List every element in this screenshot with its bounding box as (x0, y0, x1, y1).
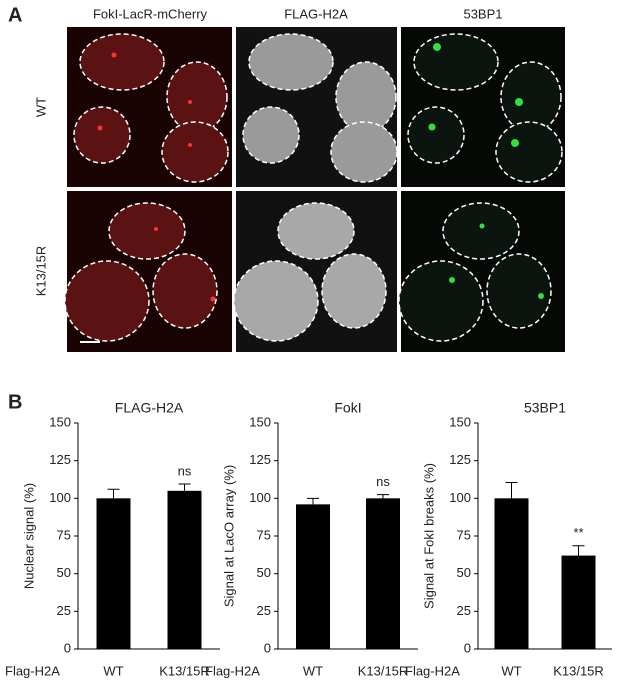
column-header: FokI-LacR-mCherry (93, 6, 208, 21)
x-axis-label: Flag-H2A (405, 663, 460, 678)
bar (366, 498, 400, 649)
chart-title: 53BP1 (524, 400, 566, 416)
x-tick-label: K13/15R (553, 663, 604, 678)
x-axis-label: Flag-H2A (5, 663, 60, 678)
y-tick-label: 25 (457, 603, 471, 618)
y-tick-label: 125 (49, 452, 71, 467)
x-tick-label: K13/15R (358, 663, 409, 678)
chart-title: FokI (334, 400, 361, 416)
error-bar (377, 494, 389, 499)
y-tick-label: 100 (249, 490, 271, 505)
y-tick-label: 50 (257, 565, 271, 580)
y-axis-label: Signal at LacO array (%) (221, 465, 236, 607)
y-tick-label: 125 (249, 452, 271, 467)
y-tick-label: 150 (249, 414, 271, 429)
row-label: WT (33, 97, 48, 117)
significance-label: ns (376, 474, 390, 489)
column-header: 53BP1 (463, 6, 502, 21)
error-bar (572, 545, 585, 556)
error-bar (505, 482, 518, 499)
y-tick-label: 100 (49, 490, 71, 505)
y-tick-label: 0 (464, 640, 471, 655)
y-tick-label: 150 (449, 414, 471, 429)
error-bar (178, 483, 191, 491)
bar (561, 555, 596, 649)
y-axis-label: Nuclear signal (%) (21, 483, 36, 589)
y-tick-label: 150 (49, 414, 71, 429)
error-bar (107, 488, 120, 499)
bar (96, 498, 131, 649)
y-tick-label: 25 (57, 603, 71, 618)
x-tick-label: WT (303, 663, 323, 678)
bar (167, 490, 202, 649)
y-tick-label: 125 (449, 452, 471, 467)
significance-label: ** (573, 525, 583, 540)
micrographs (64, 27, 565, 352)
significance-label: ns (178, 463, 192, 478)
panel-label: A (8, 4, 22, 26)
y-tick-label: 75 (457, 527, 471, 542)
bar (296, 504, 330, 649)
x-tick-label: K13/15R (159, 663, 210, 678)
row-label: K13/15R (33, 246, 48, 297)
y-tick-label: 0 (64, 640, 71, 655)
chart-title: FLAG-H2A (115, 400, 184, 416)
y-axis-label: Signal at FokI breaks (%) (421, 463, 436, 609)
x-tick-label: WT (103, 663, 123, 678)
panel-label: B (8, 391, 22, 413)
x-axis-label: Flag-H2A (205, 663, 260, 678)
y-tick-label: 75 (257, 527, 271, 542)
y-tick-label: 50 (457, 565, 471, 580)
y-tick-label: 75 (57, 527, 71, 542)
column-header: FLAG-H2A (284, 6, 348, 21)
y-tick-label: 50 (57, 565, 71, 580)
x-tick-label: WT (501, 663, 521, 678)
error-bar (307, 497, 319, 505)
y-tick-label: 100 (449, 490, 471, 505)
y-tick-label: 25 (257, 603, 271, 618)
y-tick-label: 0 (264, 640, 271, 655)
bar (494, 498, 529, 649)
